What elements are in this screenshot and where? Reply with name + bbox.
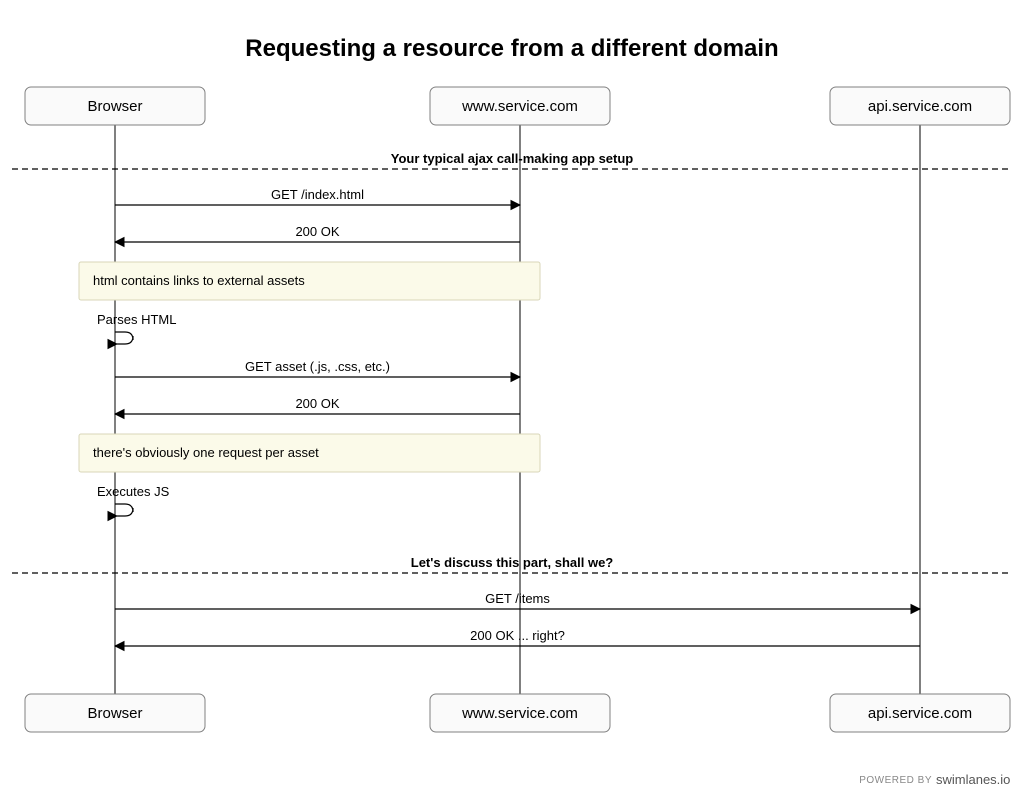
actor-label-bottom-0: Browser xyxy=(87,705,142,722)
diagram-title: Requesting a resource from a different d… xyxy=(245,35,778,62)
divider-label-0: Your typical ajax call-making app setup xyxy=(391,151,634,166)
sequence-diagram: Requesting a resource from a different d… xyxy=(0,0,1024,797)
footer-powered-by: POWERED BY xyxy=(859,775,932,786)
divider-label-1: Let's discuss this part, shall we? xyxy=(411,555,614,570)
msg-label-3: 200 OK xyxy=(295,396,339,411)
note-label-1: there's obviously one request per asset xyxy=(93,445,319,460)
msg-label-2: GET asset (.js, .css, etc.) xyxy=(245,359,390,374)
actor-label-top-0: Browser xyxy=(87,98,142,115)
self-msg-label-1: Executes JS xyxy=(97,484,170,499)
actor-label-top-1: www.service.com xyxy=(461,98,578,115)
actor-label-bottom-1: www.service.com xyxy=(461,705,578,722)
actor-label-top-2: api.service.com xyxy=(868,98,972,115)
actor-label-bottom-2: api.service.com xyxy=(868,705,972,722)
msg-label-5: 200 OK ... right? xyxy=(470,628,565,643)
self-msg-label-0: Parses HTML xyxy=(97,312,176,327)
msg-label-4: GET /items xyxy=(485,591,550,606)
msg-label-1: 200 OK xyxy=(295,224,339,239)
footer-brand: swimlanes.io xyxy=(936,772,1010,787)
msg-label-0: GET /index.html xyxy=(271,187,364,202)
note-label-0: html contains links to external assets xyxy=(93,273,305,288)
